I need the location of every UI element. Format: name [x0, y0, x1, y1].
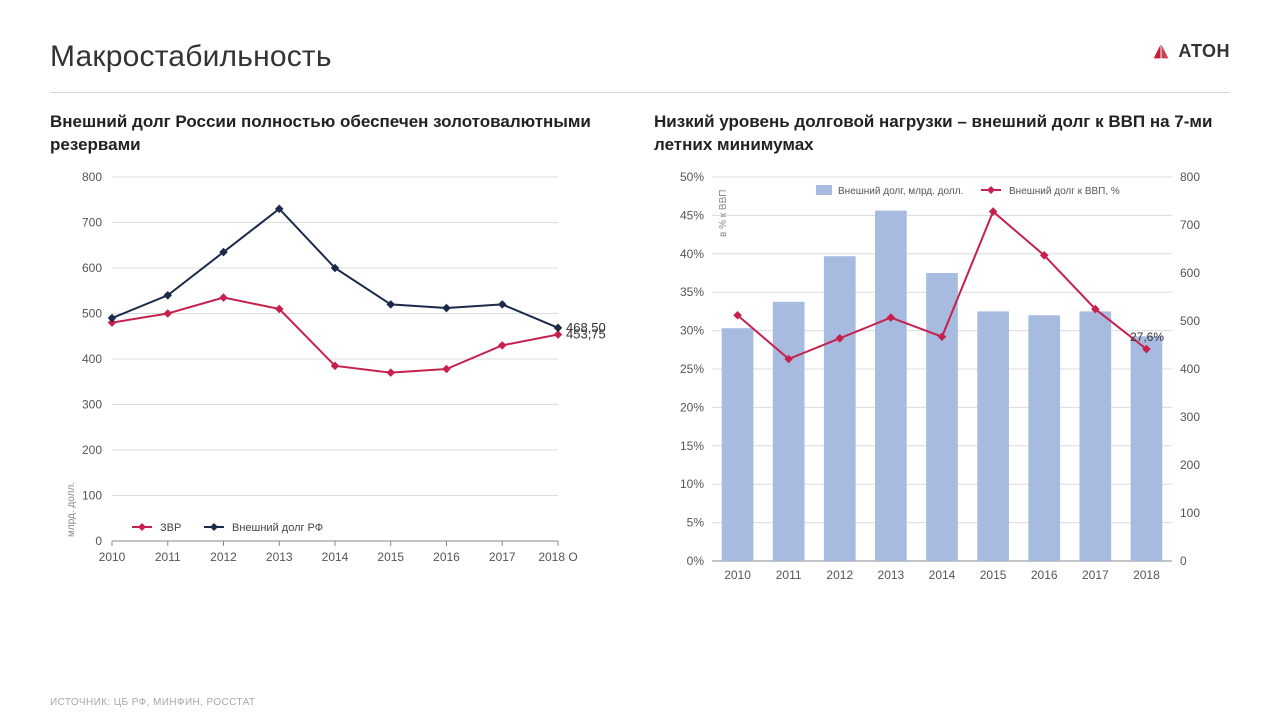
- svg-text:2013: 2013: [266, 550, 293, 564]
- right-chart: 0% 5% 10% 15% 20% 25% 30% 35% 40% 45% 50% 0 100 200 30…: [654, 171, 1230, 601]
- svg-text:300: 300: [1180, 410, 1200, 424]
- svg-text:200: 200: [1180, 458, 1200, 472]
- svg-text:800: 800: [1180, 170, 1200, 184]
- svg-text:40%: 40%: [680, 247, 704, 261]
- svg-text:2015: 2015: [377, 550, 404, 564]
- svg-text:600: 600: [1180, 266, 1200, 280]
- svg-text:400: 400: [82, 352, 102, 366]
- svg-text:Внешний долг РФ: Внешний долг РФ: [232, 522, 323, 534]
- svg-text:2017: 2017: [489, 550, 516, 564]
- svg-text:400: 400: [1180, 362, 1200, 376]
- svg-text:2014: 2014: [322, 550, 349, 564]
- left-chart-title: Внешний долг России полностью обеспечен …: [50, 111, 626, 157]
- logo-text: АТОН: [1178, 41, 1230, 62]
- svg-text:800: 800: [82, 170, 102, 184]
- svg-text:20%: 20%: [680, 400, 704, 414]
- svg-text:200: 200: [82, 443, 102, 457]
- svg-text:Внешний долг, млрд. долл.: Внешний долг, млрд. долл.: [838, 186, 963, 197]
- svg-text:2015: 2015: [980, 568, 1007, 582]
- left-panel: Внешний долг России полностью обеспечен …: [50, 111, 626, 601]
- svg-text:2012: 2012: [210, 550, 237, 564]
- svg-text:2011: 2011: [776, 568, 802, 582]
- svg-text:5%: 5%: [687, 516, 705, 530]
- svg-text:0%: 0%: [687, 554, 705, 568]
- svg-text:468,50: 468,50: [566, 320, 606, 335]
- svg-text:в % к ВВП: в % к ВВП: [718, 190, 729, 237]
- source-label: ИСТОЧНИК: ЦБ РФ, МИНФИН, РОССТАТ: [50, 697, 255, 708]
- divider: [50, 92, 1230, 93]
- svg-text:50%: 50%: [680, 170, 704, 184]
- svg-text:600: 600: [82, 261, 102, 275]
- right-chart-title: Низкий уровень долговой нагрузки – внешн…: [654, 111, 1230, 157]
- svg-text:100: 100: [1180, 506, 1200, 520]
- svg-text:2018: 2018: [1133, 568, 1160, 582]
- svg-text:2010: 2010: [99, 550, 126, 564]
- svg-text:30%: 30%: [680, 324, 704, 338]
- page-title: Макростабильность: [50, 40, 332, 74]
- svg-text:2018 О: 2018 О: [538, 550, 577, 564]
- svg-text:300: 300: [82, 398, 102, 412]
- svg-text:27,6%: 27,6%: [1130, 330, 1164, 344]
- svg-text:2016: 2016: [433, 550, 460, 564]
- svg-text:0: 0: [95, 534, 102, 548]
- right-panel: Низкий уровень долговой нагрузки – внешн…: [654, 111, 1230, 601]
- svg-text:2011: 2011: [155, 550, 181, 564]
- svg-text:2017: 2017: [1082, 568, 1109, 582]
- svg-text:500: 500: [1180, 314, 1200, 328]
- svg-text:2010: 2010: [724, 568, 751, 582]
- left-chart: 0 100 200 300 400 500 600 700 800 2010 2011 2012 201…: [50, 171, 626, 601]
- aton-logo-icon: [1150, 40, 1172, 62]
- svg-text:25%: 25%: [680, 362, 704, 376]
- svg-text:2016: 2016: [1031, 568, 1058, 582]
- svg-text:35%: 35%: [680, 285, 704, 299]
- svg-text:15%: 15%: [680, 439, 704, 453]
- svg-text:млрд. долл.: млрд. долл.: [66, 482, 77, 537]
- svg-text:2013: 2013: [878, 568, 905, 582]
- svg-text:2012: 2012: [826, 568, 853, 582]
- svg-text:700: 700: [82, 216, 102, 230]
- svg-text:10%: 10%: [680, 477, 704, 491]
- svg-text:700: 700: [1180, 218, 1200, 232]
- svg-text:2014: 2014: [929, 568, 956, 582]
- svg-text:Внешний долг к ВВП, %: Внешний долг к ВВП, %: [1009, 186, 1120, 197]
- logo: АТОН: [1150, 40, 1230, 62]
- svg-text:100: 100: [82, 489, 102, 503]
- svg-text:45%: 45%: [680, 208, 704, 222]
- svg-text:ЗВР: ЗВР: [160, 522, 181, 534]
- svg-text:500: 500: [82, 307, 102, 321]
- svg-text:0: 0: [1180, 554, 1187, 568]
